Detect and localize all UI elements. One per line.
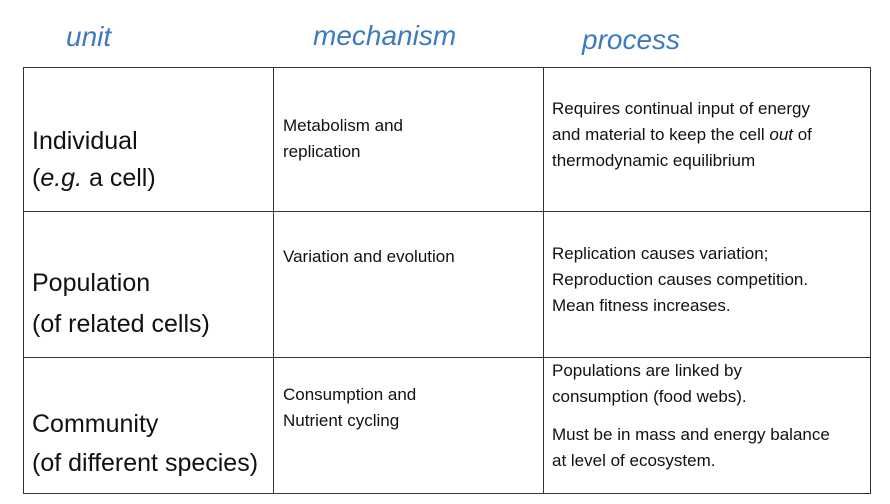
header-process: process — [582, 24, 681, 55]
unit-cell: Individual (e.g. a cell) — [23, 67, 274, 212]
process-cell: Requires continual input of energy and m… — [543, 67, 871, 212]
process-cell: Replication causes variation; Reproducti… — [543, 211, 871, 358]
unit-sub-suffix: a cell) — [82, 164, 156, 192]
process-line: Populations are linked by — [552, 361, 742, 380]
process-line: and material to keep the cell out of — [552, 122, 812, 148]
biology-levels-table: Individual (e.g. a cell) Metabolism and … — [23, 67, 871, 494]
mechanism-text: Metabolism and replication — [283, 113, 403, 165]
process-line: Mean fitness increases. — [552, 296, 731, 315]
mechanism-cell: Metabolism and replication — [273, 67, 544, 212]
mechanism-text: Consumption and Nutrient cycling — [283, 382, 416, 434]
mechanism-line: Variation and evolution — [283, 247, 455, 266]
process-line: Replication causes variation; — [552, 244, 769, 263]
header-unit: unit — [66, 21, 112, 52]
mechanism-text: Variation and evolution — [283, 244, 455, 270]
table-row: Individual (e.g. a cell) Metabolism and … — [23, 67, 871, 212]
process-line-prefix: and material to keep the cell — [552, 125, 770, 144]
unit-subtitle: (of different species) — [32, 449, 259, 477]
process-line: consumption (food webs). — [552, 387, 747, 406]
unit-sub-italic: e.g. — [40, 164, 83, 192]
table-row: Population (of related cells) Variation … — [23, 211, 871, 358]
process-line: at level of ecosystem. — [552, 451, 716, 470]
unit-cell: Population (of related cells) — [23, 211, 274, 358]
unit-name: Population — [32, 269, 151, 297]
mechanism-line: replication — [283, 142, 361, 161]
process-cell: Populations are linked by consumption (f… — [543, 357, 871, 494]
process-text: Replication causes variation; Reproducti… — [552, 241, 808, 319]
process-line-suffix: of — [793, 125, 812, 144]
unit-subtitle: (e.g. a cell) — [32, 162, 156, 194]
process-text: Requires continual input of energy and m… — [552, 96, 812, 174]
mechanism-cell: Variation and evolution — [273, 211, 544, 358]
process-line-italic: out — [769, 125, 793, 144]
process-line: Must be in mass and energy balance — [552, 425, 830, 444]
header-mechanism: mechanism — [313, 20, 457, 51]
mechanism-line: Metabolism and — [283, 116, 404, 135]
process-spacer — [552, 410, 830, 422]
unit-name: Individual — [32, 127, 138, 155]
unit-sub-prefix: ( — [32, 164, 41, 192]
process-text: Populations are linked by consumption (f… — [552, 358, 830, 474]
unit-subtitle: (of related cells) — [32, 310, 210, 338]
unit-cell: Community (of different species) — [23, 357, 274, 494]
process-line: Requires continual input of energy — [552, 99, 810, 118]
process-line: Reproduction causes competition. — [552, 270, 809, 289]
mechanism-line: Consumption and — [283, 385, 417, 404]
mechanism-line: Nutrient cycling — [283, 411, 400, 430]
process-line: thermodynamic equilibrium — [552, 151, 756, 170]
table-row: Community (of different species) Consump… — [23, 357, 871, 494]
mechanism-cell: Consumption and Nutrient cycling — [273, 357, 544, 494]
unit-name: Community — [32, 410, 159, 438]
